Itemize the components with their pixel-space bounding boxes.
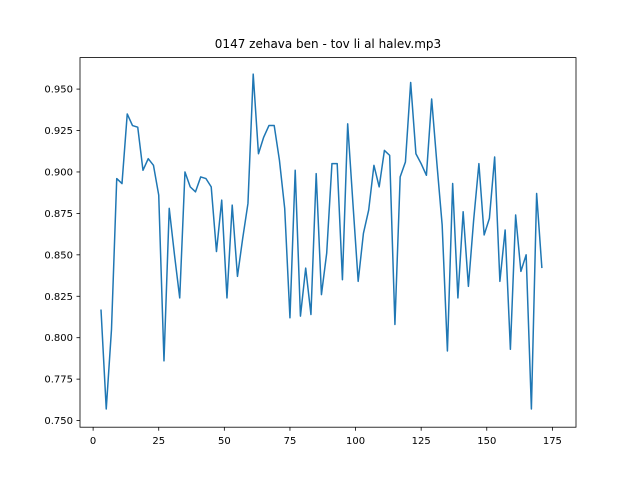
y-tick-label: 0.925 [44, 126, 73, 137]
y-tick-label: 0.900 [44, 167, 73, 178]
x-tick-label: 0 [90, 436, 96, 447]
axes-frame [79, 57, 577, 428]
y-tick-label: 0.850 [44, 250, 73, 261]
line-series [100, 73, 543, 410]
x-tick-label: 100 [346, 436, 365, 447]
y-tick-label: 0.750 [44, 416, 73, 427]
y-tick-label: 0.950 [44, 85, 73, 96]
y-tick-label: 0.800 [44, 333, 73, 344]
x-tick-label: 50 [218, 436, 231, 447]
y-tick-label: 0.875 [44, 209, 73, 220]
x-tick-label: 150 [477, 436, 496, 447]
y-tick-label: 0.775 [44, 375, 73, 386]
x-tick-label: 25 [152, 436, 165, 447]
y-tick-label: 0.825 [44, 292, 73, 303]
x-tick-label: 75 [284, 436, 297, 447]
x-tick-label: 125 [412, 436, 431, 447]
chart-title: 0147 zehava ben - tov li al halev.mp3 [215, 37, 441, 51]
x-tick-label: 175 [543, 436, 562, 447]
